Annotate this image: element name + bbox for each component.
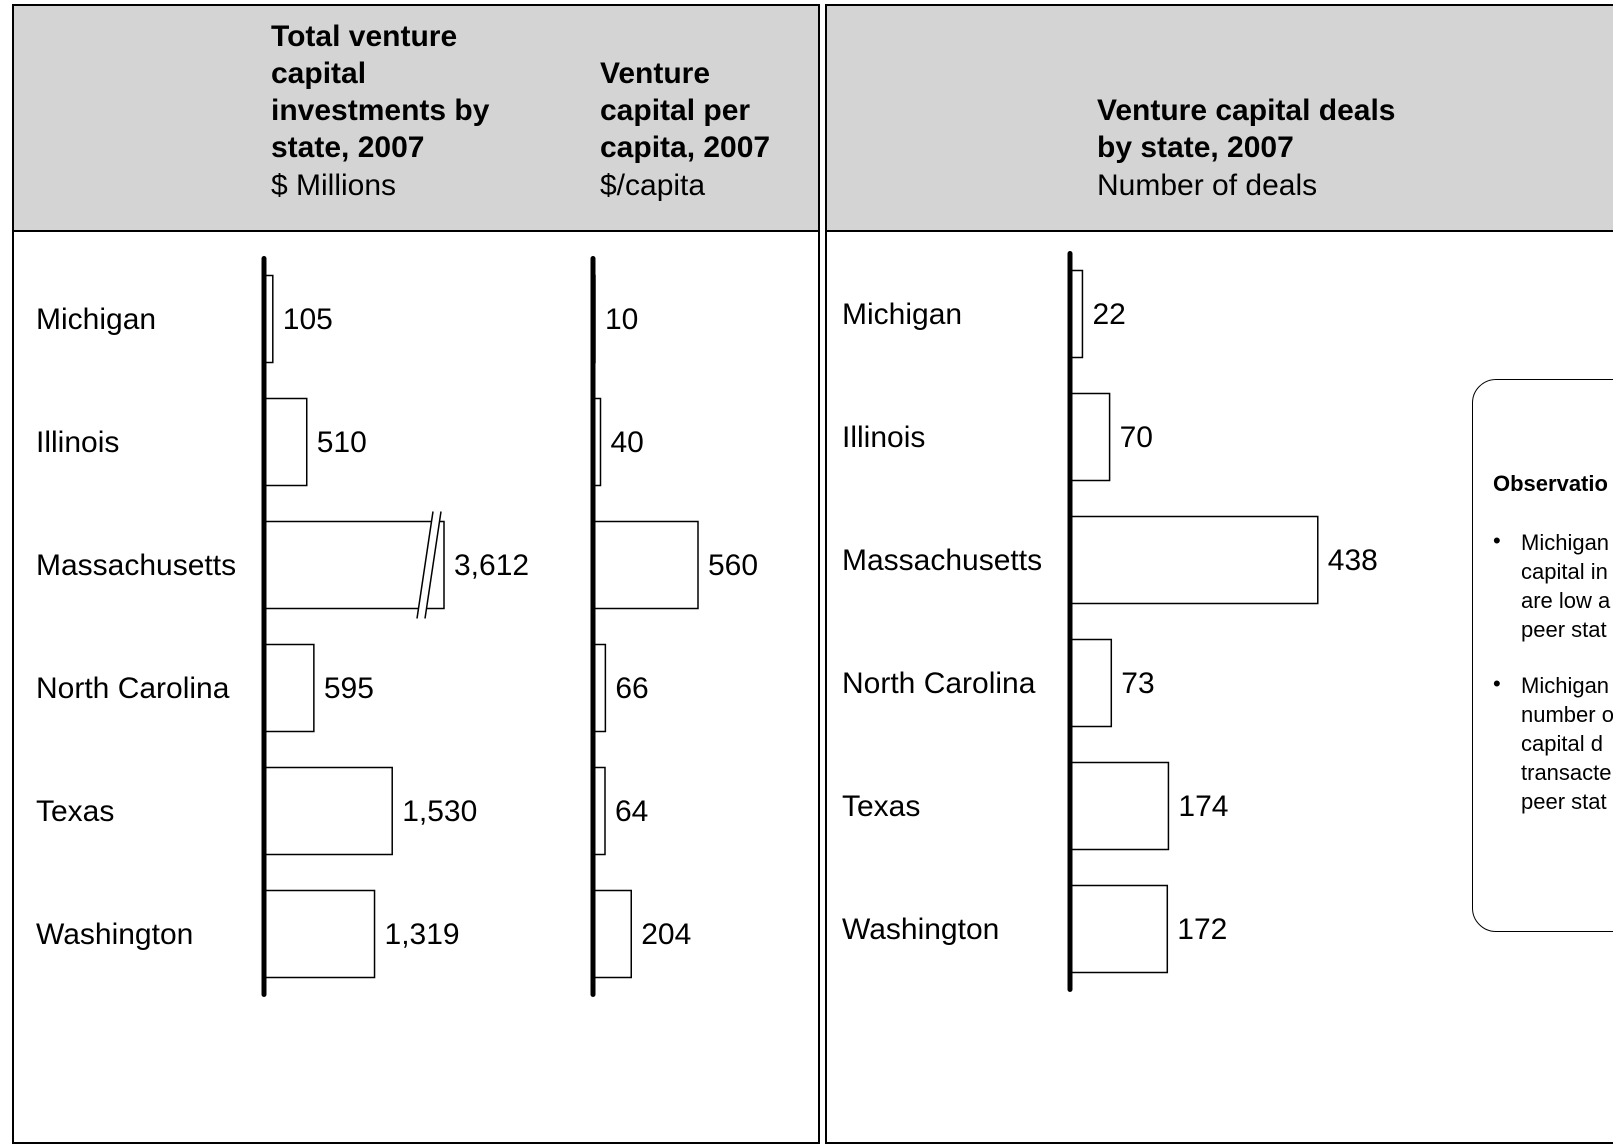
category-label-texas: Texas: [36, 795, 114, 828]
category-label-illinois: Illinois: [842, 421, 925, 454]
chart1-unit: $ Millions: [271, 169, 397, 202]
deals-chart: Michigan Illinois Massachusetts North Carol…: [842, 251, 1378, 992]
observation-item: Michigan number o capital d transacte pe…: [1491, 669, 1613, 816]
category-label-massachusetts: Massachusetts: [36, 549, 236, 582]
value-label-illinois: 70: [1120, 421, 1153, 454]
chart2-title: Venture capital per capita, 2007: [600, 57, 771, 164]
chart1-title: Total venture capital investments by sta…: [271, 20, 490, 164]
value-label-massachusetts: 560: [708, 549, 758, 582]
axis-break-line: [416, 511, 434, 619]
value-label-north-carolina: 595: [324, 672, 374, 705]
value-label-illinois: 40: [611, 426, 644, 459]
chart2-unit: $/capita: [600, 169, 706, 202]
bar-washington: [592, 889, 632, 979]
observations-box: Observatio Michigan capital in are low a…: [1472, 379, 1613, 932]
bar-massachusetts: [263, 520, 445, 610]
value-label-texas: 174: [1178, 790, 1228, 823]
category-label-texas: Texas: [842, 790, 920, 823]
axis-break-line: [424, 511, 442, 619]
value-label-massachusetts: 3,612: [454, 549, 529, 582]
chart3-unit: Number of deals: [1097, 169, 1318, 202]
bar-massachusetts: [1069, 515, 1319, 605]
value-label-north-carolina: 73: [1121, 667, 1154, 700]
bar-illinois: [263, 397, 308, 487]
left-panel: Total venture capital investments by sta…: [12, 4, 820, 1144]
category-label-illinois: Illinois: [36, 426, 119, 459]
category-label-michigan: Michigan: [842, 298, 962, 331]
left-panel-header: Total venture capital investments by sta…: [14, 6, 818, 232]
value-label-washington: 172: [1177, 913, 1227, 946]
value-label-illinois: 510: [317, 426, 367, 459]
observation-item: Michigan capital in are low a peer stat: [1491, 526, 1613, 644]
category-label-north-carolina: North Carolina: [842, 667, 1036, 700]
category-label-north-carolina: North Carolina: [36, 672, 230, 705]
left-charts: Michigan Illinois Massachusetts North Carol…: [36, 256, 758, 997]
observations-title: Observatio: [1493, 471, 1608, 496]
bar-illinois: [1069, 392, 1111, 482]
category-label-massachusetts: Massachusetts: [842, 544, 1042, 577]
bar-north-carolina: [263, 643, 315, 733]
value-label-massachusetts: 438: [1328, 544, 1378, 577]
value-label-washington: 1,319: [385, 918, 460, 951]
observations-list: Michigan capital in are low a peer stat …: [1491, 526, 1613, 843]
value-label-washington: 204: [641, 918, 691, 951]
bar-washington: [263, 889, 376, 979]
bar-texas: [1069, 761, 1170, 851]
bar-washington: [1069, 884, 1169, 974]
category-label-michigan: Michigan: [36, 303, 156, 336]
right-panel-header: Venture capital deals by state, 2007 Num…: [827, 6, 1613, 232]
category-label-washington: Washington: [842, 913, 999, 946]
bar-texas: [263, 766, 393, 856]
right-panel: Venture capital deals by state, 2007 Num…: [825, 4, 1613, 1144]
category-label-washington: Washington: [36, 918, 193, 951]
value-label-michigan: 105: [283, 303, 333, 336]
bar-north-carolina: [1069, 638, 1113, 728]
axis-break-gap: [417, 511, 441, 619]
chart3-title: Venture capital deals by state, 2007: [1097, 94, 1396, 164]
value-label-texas: 64: [615, 795, 648, 828]
value-label-michigan: 10: [605, 303, 638, 336]
value-label-michigan: 22: [1092, 298, 1125, 331]
value-label-texas: 1,530: [402, 795, 477, 828]
bar-massachusetts: [592, 520, 699, 610]
value-label-north-carolina: 66: [615, 672, 648, 705]
